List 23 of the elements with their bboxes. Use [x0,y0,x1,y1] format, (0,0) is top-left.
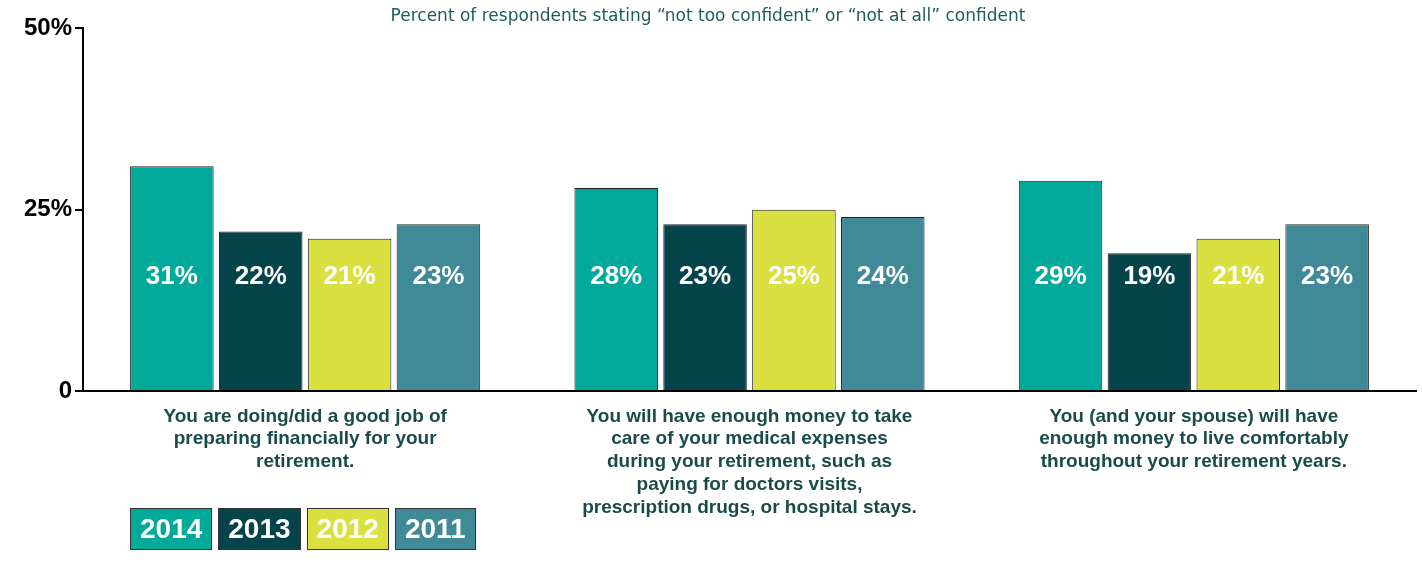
data-label: 23% [1301,259,1354,290]
y-tick-label: 50% [23,13,72,41]
data-label: 19% [1123,259,1176,290]
y-tick-label: 0 [58,375,72,403]
x-tick-label: You will have enough money to take care of your medical expenses during your retirement, such as paying for doctors visits, prescription drugs, or hospital stays. [582,404,917,517]
text: 2011 [394,508,476,550]
data-label: 21% [1212,259,1265,290]
x-tick-label: You (and your spouse) will have enough money to live comfortably throughout your retirement years. [1039,404,1349,472]
data-label: 23% [679,259,732,290]
data-label: 21% [323,259,376,290]
x-tick-label: You are doing/did a good job of preparing financially for your retirement. [163,404,448,472]
chart-title: Percent of respondents stating “not too confident” or “not at all” confident [390,4,1026,25]
text: 2012 [306,508,389,550]
data-label: 23% [412,259,465,290]
data-label: 28% [590,259,643,290]
text: 2013 [218,508,301,550]
data-label: 31% [145,259,198,290]
data-label: 25% [767,259,820,290]
data-label: 29% [1034,259,1087,290]
y-tick-label: 25% [23,194,72,222]
data-label: 24% [856,259,909,290]
data-label: 22% [234,259,287,290]
text: 2014 [130,508,213,550]
